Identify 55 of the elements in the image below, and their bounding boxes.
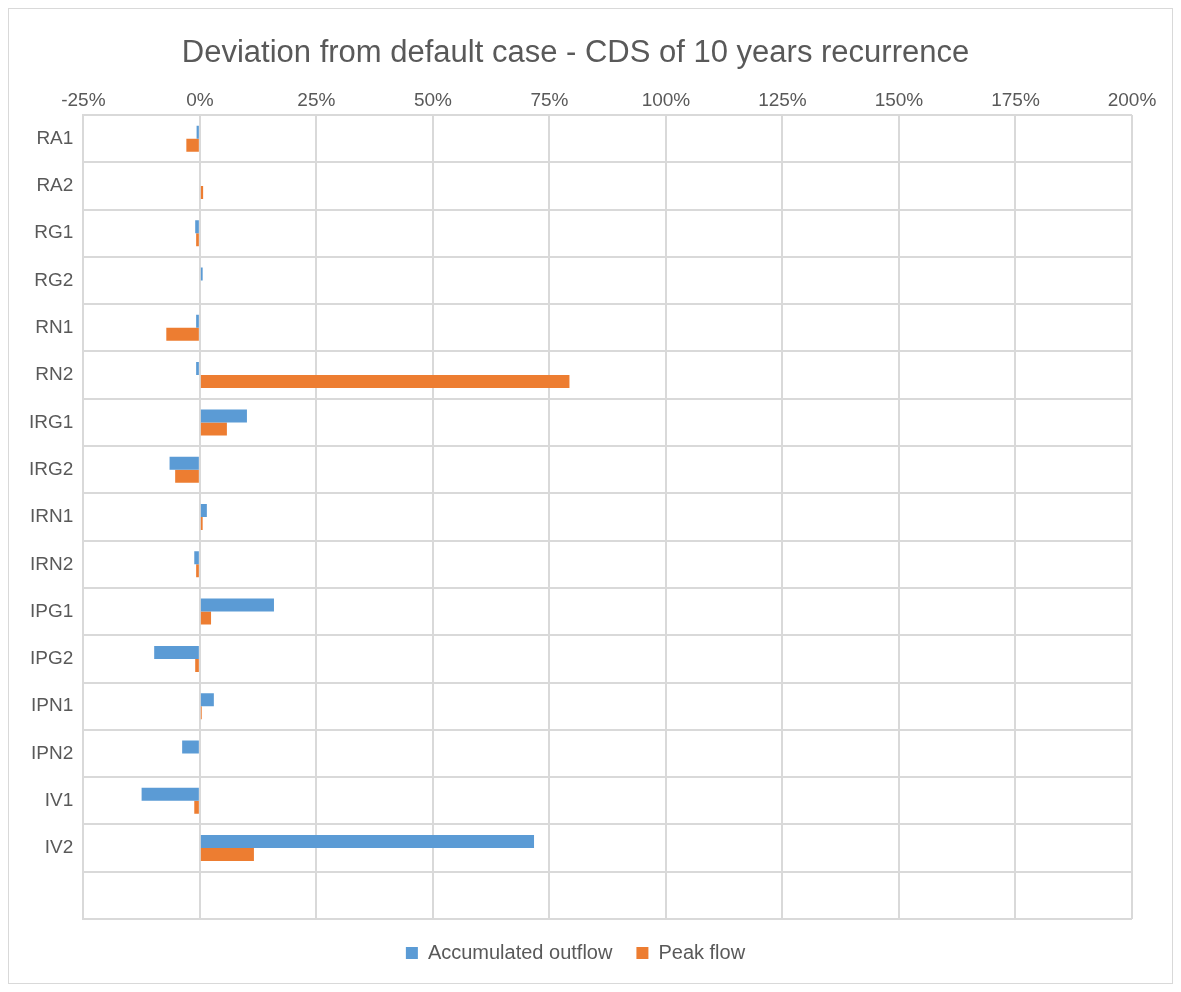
legend-label: Peak flow [658,940,746,963]
bar [200,598,274,612]
y-tick-label: RG1 [34,221,74,243]
y-tick-label: IV1 [44,789,74,810]
bar [175,469,199,483]
x-tick-label: 0% [186,88,214,110]
bar [182,740,199,754]
bar [200,848,254,862]
x-tick-label: 100% [641,88,691,110]
x-tick-label: 75% [530,88,569,110]
x-tick-label: 25% [297,88,336,110]
bar [196,362,199,376]
bar [196,125,199,139]
x-tick-label: 150% [874,88,924,110]
x-tick-label: -25% [61,88,106,110]
bar [200,611,212,625]
bar [154,645,199,659]
bar [195,220,199,234]
y-tick-label: RA1 [36,126,74,148]
y-tick-label: IPN2 [31,741,74,763]
legend-label: Accumulated outflow [427,940,613,963]
x-tick-label: 50% [413,88,453,110]
bar [169,456,199,470]
bar [186,138,199,152]
bar [141,787,199,801]
y-tick-label: RG2 [34,268,74,290]
y-tick-label: IPG1 [30,599,74,621]
x-tick-label: 200% [1107,88,1157,110]
bar [196,314,199,328]
bar [200,185,204,199]
bar [200,375,570,389]
y-tick-label: IRN1 [30,505,74,527]
y-tick-label: IPG2 [30,647,74,669]
bar [166,327,199,341]
y-tick-label: RA2 [36,174,74,196]
bar [194,800,199,814]
y-tick-label: IRG1 [28,410,74,432]
bar [196,564,199,578]
bar [200,422,227,436]
bar [200,835,535,849]
x-tick-label: 175% [991,88,1040,110]
bar [196,233,199,247]
bar [195,658,199,672]
y-tick-label: RN1 [35,316,74,338]
bar [194,551,199,565]
y-tick-label: IRN2 [30,552,74,574]
x-tick-label: 125% [758,88,807,110]
chart-title: Deviation from default case - CDS of 10 years recurrence [181,34,970,70]
y-tick-label: IRG2 [28,457,74,479]
y-tick-label: RN2 [35,363,74,385]
bar [200,693,214,707]
bar [200,409,247,423]
bar [200,503,207,517]
y-tick-label: IPN1 [31,694,74,716]
y-tick-label: IV2 [44,836,74,858]
